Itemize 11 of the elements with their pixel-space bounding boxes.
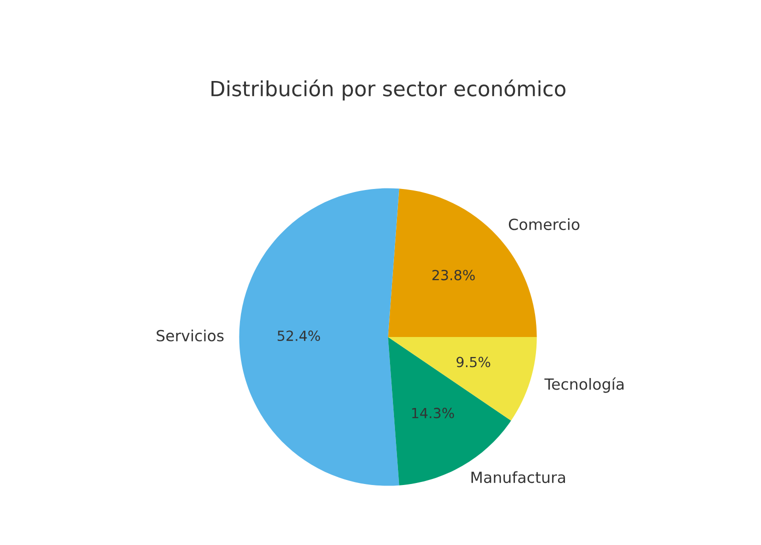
chart-title: Distribución por sector económico [212,80,566,100]
slice-label: Manufactura [471,471,565,484]
slice-label: Servicios [156,330,224,342]
data-label: 14.3% [412,408,454,418]
data-label: 52.4% [278,330,320,342]
data-label: 9.5% [456,356,490,368]
slice-label: Tecnología [544,377,624,393]
pie-slice [388,337,537,421]
data-label: 23.8% [432,270,475,280]
pie-slice [239,188,400,486]
slice-label: Comercio [508,218,580,230]
